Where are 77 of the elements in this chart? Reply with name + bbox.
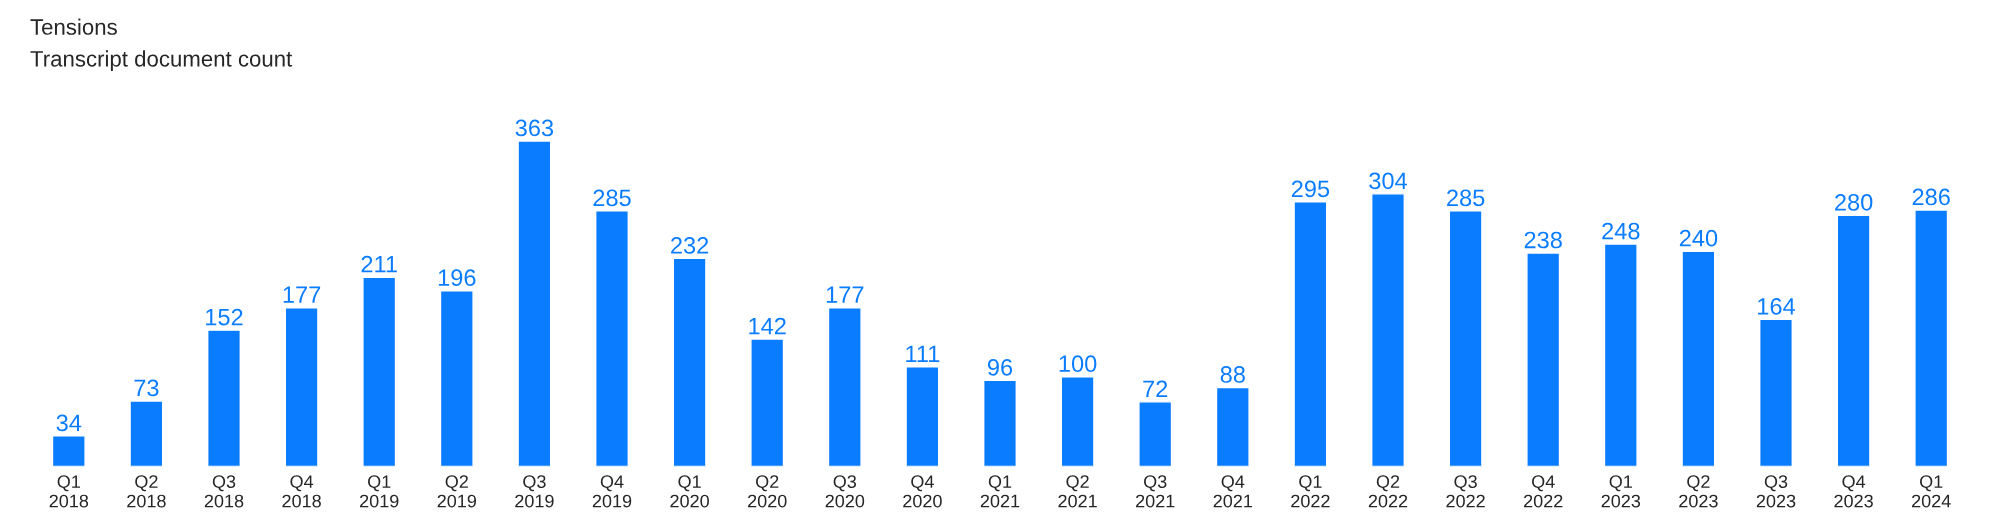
bar bbox=[362, 276, 397, 467]
data-label: 286 bbox=[1912, 188, 1950, 206]
x-tick-label: Q3 2021 bbox=[1136, 475, 1175, 508]
data-label: 211 bbox=[361, 255, 397, 273]
x-tick-label: Q4 2020 bbox=[903, 475, 942, 508]
data-label: 238 bbox=[1524, 231, 1562, 249]
x-tick-label: Q2 2019 bbox=[437, 475, 477, 508]
x-tick-label: Q2 2018 bbox=[127, 475, 166, 508]
x-tick-label: Q4 2023 bbox=[1834, 475, 1873, 508]
x-tick-label: Q3 2023 bbox=[1756, 475, 1796, 508]
data-label: 196 bbox=[438, 269, 476, 287]
x-tick-label: Q1 2021 bbox=[980, 475, 1020, 508]
bar bbox=[1138, 401, 1173, 467]
data-label: 164 bbox=[1758, 297, 1796, 315]
bar bbox=[1293, 201, 1328, 467]
data-label: 304 bbox=[1369, 172, 1408, 190]
x-tick-label: Q4 2018 bbox=[282, 475, 321, 508]
data-label: 285 bbox=[1447, 189, 1485, 207]
data-label: 177 bbox=[826, 286, 864, 303]
data-label: 72 bbox=[1143, 380, 1168, 397]
bar bbox=[595, 210, 629, 467]
x-tick-label: Q2 2020 bbox=[748, 475, 787, 508]
x-tick-label: Q1 2022 bbox=[1291, 475, 1330, 508]
bar bbox=[1681, 250, 1716, 467]
x-tick-label: Q3 2019 bbox=[515, 475, 554, 508]
bar bbox=[1060, 376, 1095, 467]
bar bbox=[983, 379, 1017, 467]
data-label: 96 bbox=[987, 358, 1013, 376]
x-tick-label: Q1 2023 bbox=[1601, 475, 1641, 508]
bar bbox=[750, 338, 785, 467]
bar bbox=[284, 307, 319, 467]
bar bbox=[827, 307, 862, 467]
data-label: 142 bbox=[749, 317, 786, 335]
data-label: 280 bbox=[1835, 193, 1873, 211]
x-tick-label: Q2 2022 bbox=[1368, 475, 1408, 508]
x-tick-label: Q3 2018 bbox=[204, 475, 244, 508]
bar bbox=[439, 289, 474, 467]
data-label: 295 bbox=[1291, 180, 1330, 198]
data-label: 363 bbox=[515, 119, 554, 137]
x-tick-label: Q4 2022 bbox=[1524, 475, 1563, 508]
data-label: 248 bbox=[1602, 222, 1640, 240]
bar bbox=[1836, 214, 1871, 467]
x-tick-label: Q4 2021 bbox=[1213, 475, 1252, 508]
data-label: 111 bbox=[906, 345, 940, 362]
x-tick-label: Q1 2018 bbox=[49, 475, 89, 508]
x-tick-label: Q1 2024 bbox=[1912, 475, 1951, 508]
x-tick-label: Q3 2022 bbox=[1446, 475, 1485, 508]
bar bbox=[207, 329, 241, 467]
data-label: 100 bbox=[1059, 355, 1097, 373]
data-label: 88 bbox=[1220, 366, 1245, 383]
data-label: 34 bbox=[56, 414, 82, 432]
bar bbox=[1215, 386, 1250, 467]
data-label: 177 bbox=[283, 286, 321, 303]
bar bbox=[1371, 193, 1405, 467]
bar bbox=[1526, 252, 1561, 467]
bar bbox=[129, 400, 164, 467]
x-tick-label: Q1 2020 bbox=[670, 475, 709, 508]
x-tick-label: Q1 2019 bbox=[360, 475, 399, 508]
bar bbox=[1448, 210, 1483, 467]
bar bbox=[905, 366, 940, 467]
x-tick-label: Q2 2023 bbox=[1679, 475, 1718, 508]
bar bbox=[1914, 209, 1949, 467]
bar bbox=[517, 140, 552, 467]
x-tick-label: Q3 2020 bbox=[825, 475, 865, 508]
data-label: 232 bbox=[671, 237, 709, 254]
chart-subtitle: Transcript document count bbox=[30, 50, 293, 72]
bar bbox=[672, 257, 707, 467]
data-label: 240 bbox=[1679, 229, 1718, 247]
bar bbox=[51, 435, 86, 467]
x-tick-label: Q2 2021 bbox=[1058, 475, 1097, 508]
data-label: 73 bbox=[134, 379, 159, 397]
data-label: 285 bbox=[593, 189, 631, 207]
data-label: 152 bbox=[206, 308, 243, 326]
bar bbox=[1603, 243, 1638, 467]
bar bbox=[1759, 318, 1793, 467]
chart-title: Tensions bbox=[30, 18, 117, 35]
x-tick-label: Q4 2019 bbox=[592, 475, 632, 508]
